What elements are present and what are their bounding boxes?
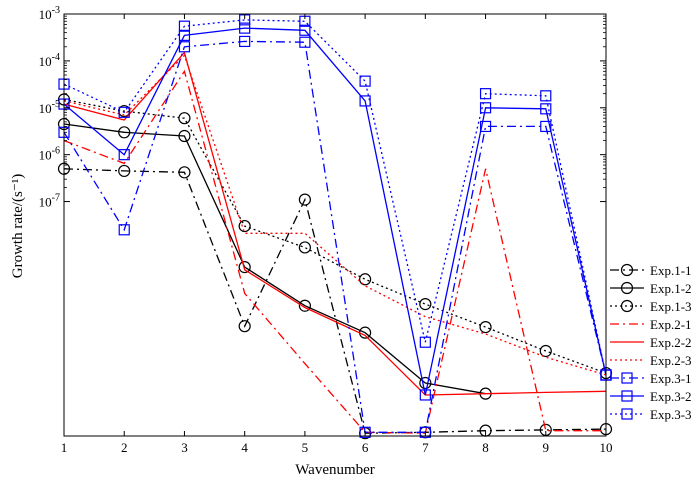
- data-point: [419, 426, 431, 438]
- legend-item: Exp.3-3: [610, 407, 692, 422]
- x-axis-label: Wavenumber: [295, 462, 375, 478]
- series-line: [63, 27, 607, 396]
- data-point: [178, 129, 191, 143]
- data-point: [118, 164, 131, 178]
- legend-marker: [621, 372, 633, 384]
- data-point: [238, 320, 251, 333]
- series-line: [63, 123, 486, 395]
- series-exp-2-1: [63, 69, 606, 434]
- legend-marker: [620, 281, 634, 295]
- series-line: [63, 168, 607, 434]
- legend-label: Exp.3-2: [650, 389, 692, 404]
- data-point: [540, 90, 552, 102]
- data-point: [479, 120, 492, 133]
- data-point: [178, 20, 191, 32]
- data-point: [238, 219, 251, 233]
- data-point: [178, 29, 191, 41]
- data-point: [298, 241, 311, 254]
- data-point: [118, 126, 131, 139]
- series-exp-3-2: [58, 22, 612, 401]
- plot-frame: [63, 13, 607, 437]
- data-point: [359, 75, 371, 87]
- legend-item: Exp.1-2: [610, 281, 692, 296]
- data-point: [479, 102, 492, 114]
- series-line: [63, 54, 607, 376]
- legend-label: Exp.1-2: [650, 281, 692, 296]
- series-line: [63, 51, 607, 396]
- legend-item: Exp.3-2: [610, 389, 692, 404]
- x-tick-label: 2: [121, 440, 128, 455]
- y-tick-label: 10-6: [39, 146, 60, 163]
- legend-item: Exp.2-2: [610, 335, 692, 350]
- series-exp-3-1: [58, 35, 612, 438]
- y-tick-label: 10-4: [39, 52, 60, 69]
- legend-label: Exp.3-3: [650, 407, 692, 422]
- y-axis-label: Growth rate/(s⁻¹): [10, 174, 26, 278]
- data-point: [298, 299, 311, 312]
- data-point: [239, 22, 251, 34]
- y-tick-label: 10-3: [39, 5, 60, 22]
- series-line: [63, 19, 607, 376]
- series-line: [63, 69, 606, 434]
- legend-label: Exp.1-3: [650, 299, 692, 314]
- axes-group: 1 2 3 4 5 6 7 8 9 10 10-3 10-4 10-5 10-6 10-7: [39, 5, 613, 455]
- x-tick-label: 10: [600, 440, 613, 455]
- data-point: [419, 298, 432, 311]
- x-tick-label: 5: [302, 440, 309, 455]
- series-group: [57, 14, 613, 440]
- data-point: [178, 112, 191, 125]
- data-point: [540, 103, 552, 115]
- data-point: [238, 261, 251, 274]
- legend-label: Exp.2-1: [650, 317, 692, 332]
- legend-marker: [620, 263, 634, 277]
- legend-marker: [620, 299, 634, 313]
- data-point: [118, 106, 130, 118]
- legend-item: Exp.3-1: [610, 371, 692, 386]
- legend-item: Exp.1-1: [610, 263, 692, 278]
- data-point: [178, 166, 191, 179]
- x-tick-label: 4: [241, 440, 248, 455]
- y-tick-label: 10-7: [39, 193, 60, 210]
- legend-marker: [621, 390, 633, 402]
- data-point: [419, 389, 431, 401]
- legend: Exp.1-1 Exp.1-2 Exp.1-3 Exp.2-1 Exp.2-2 Exp.2…: [610, 263, 692, 422]
- series-line: [63, 98, 607, 374]
- legend-marker: [621, 408, 633, 420]
- data-point: [299, 24, 311, 36]
- data-point: [359, 273, 372, 286]
- legend-label: Exp.3-1: [650, 371, 692, 386]
- data-point: [299, 36, 311, 48]
- legend-label: Exp.2-2: [650, 335, 692, 350]
- x-tick-label: 9: [543, 440, 550, 455]
- data-point: [118, 224, 130, 236]
- series-exp-2-2: [63, 51, 607, 396]
- data-point: [539, 344, 552, 358]
- legend-label: Exp.1-1: [650, 263, 692, 278]
- legend-item: Exp.2-3: [610, 353, 692, 368]
- y-tick-label: 10-5: [39, 99, 60, 116]
- data-point: [479, 321, 492, 334]
- x-tick-label: 1: [61, 440, 68, 455]
- data-point: [359, 426, 371, 438]
- data-point: [178, 41, 191, 53]
- data-point: [359, 95, 371, 107]
- legend-item: Exp.1-3: [610, 299, 692, 314]
- data-point: [419, 336, 431, 348]
- x-tick-label: 3: [181, 440, 188, 455]
- legend-item: Exp.2-1: [610, 317, 692, 332]
- series-exp-2-3: [63, 54, 607, 376]
- data-point: [479, 88, 492, 100]
- data-point: [239, 35, 251, 48]
- series-line: [63, 40, 607, 433]
- data-point: [298, 193, 311, 206]
- data-point: [540, 120, 552, 133]
- x-tick-label: 8: [482, 440, 489, 455]
- x-tick-label: 7: [422, 440, 429, 455]
- data-point: [419, 376, 432, 390]
- x-tick-label: 6: [362, 440, 369, 455]
- data-point: [118, 149, 130, 161]
- legend-label: Exp.2-3: [650, 353, 692, 368]
